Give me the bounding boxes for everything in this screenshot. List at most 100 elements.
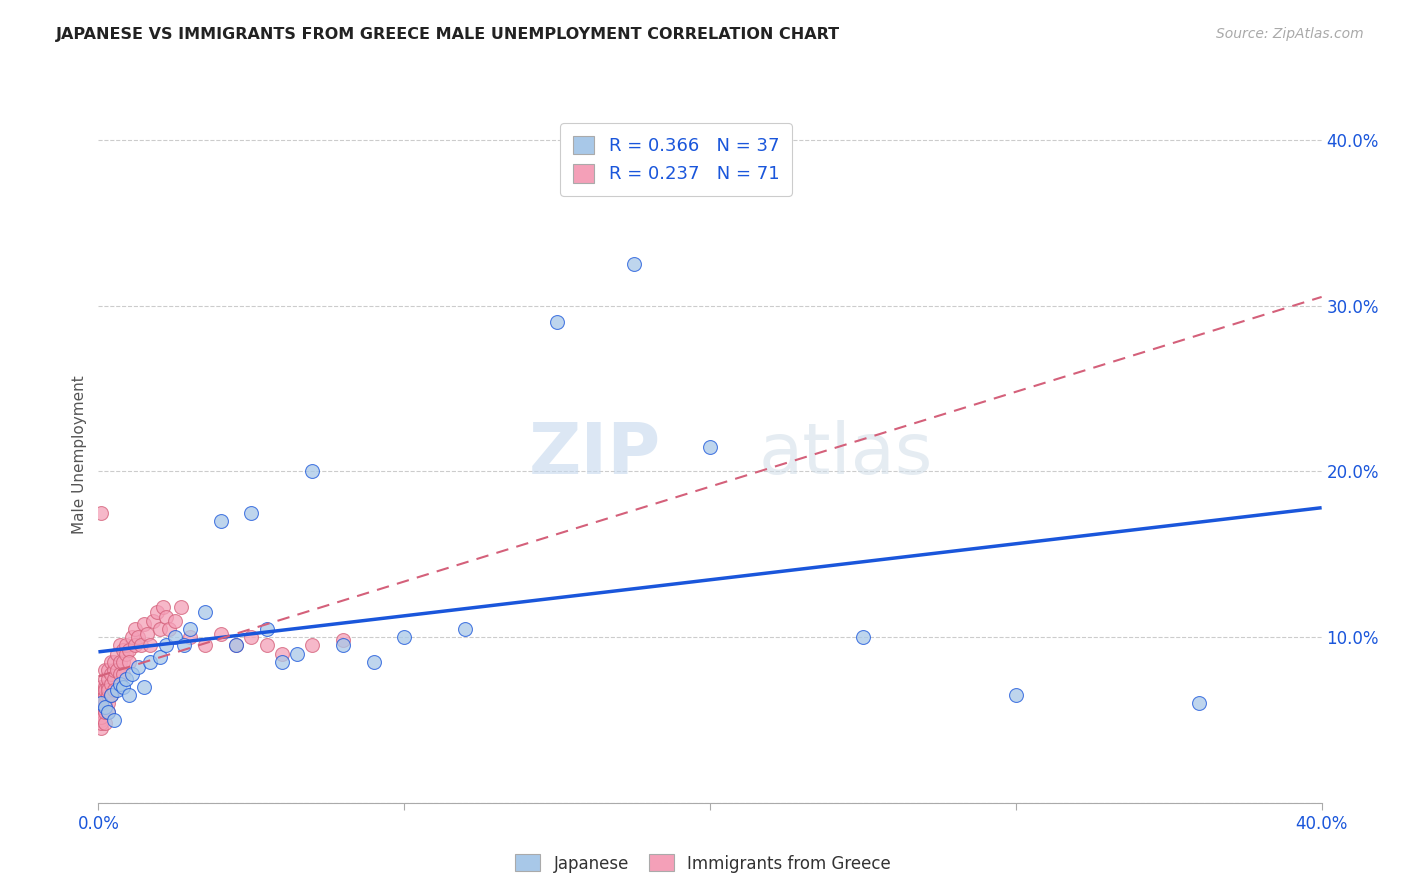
Point [270, 655, 292, 669]
Point [93, 680, 115, 694]
Point [103, 683, 125, 698]
Point [699, 440, 721, 454]
Point [209, 514, 232, 528]
Point [93, 699, 115, 714]
Point [90, 506, 112, 520]
Legend: Japanese, Immigrants from Greece: Japanese, Immigrants from Greece [509, 847, 897, 880]
Point [134, 680, 156, 694]
Point [332, 633, 354, 648]
Point [97, 680, 120, 694]
Point [285, 647, 308, 661]
Point [142, 614, 165, 628]
Point [90, 697, 112, 711]
Point [145, 605, 167, 619]
Point [108, 676, 131, 690]
Point [392, 630, 416, 644]
Point [93, 716, 115, 731]
Point [105, 683, 128, 698]
Point [105, 647, 128, 661]
Point [118, 643, 141, 657]
Point [623, 257, 645, 271]
Text: JAPANESE VS IMMIGRANTS FROM GREECE MALE UNEMPLOYMENT CORRELATION CHART: JAPANESE VS IMMIGRANTS FROM GREECE MALE … [56, 27, 841, 42]
Point [90, 716, 112, 731]
Point [127, 630, 149, 644]
Text: ZIP: ZIP [529, 420, 661, 490]
Point [136, 627, 159, 641]
Point [100, 688, 122, 702]
Point [139, 639, 162, 653]
Point [93, 697, 115, 711]
Point [546, 315, 568, 329]
Point [93, 672, 115, 686]
Point [90, 688, 112, 702]
Point [97, 705, 120, 719]
Point [332, 639, 354, 653]
Point [179, 630, 201, 644]
Point [127, 660, 149, 674]
Point [90, 697, 112, 711]
Point [111, 680, 134, 694]
Point [90, 721, 112, 735]
Point [155, 610, 177, 624]
Point [100, 688, 122, 702]
Point [97, 663, 120, 677]
Point [121, 666, 143, 681]
Point [108, 666, 131, 681]
Point [1188, 697, 1211, 711]
Point [363, 655, 385, 669]
Text: atlas: atlas [759, 420, 934, 490]
Point [105, 663, 128, 677]
Point [90, 693, 112, 707]
Point [97, 705, 120, 719]
Point [256, 622, 278, 636]
Point [179, 622, 201, 636]
Point [139, 655, 162, 669]
Point [124, 622, 146, 636]
Point [111, 643, 134, 657]
Point [173, 639, 195, 653]
Point [149, 650, 172, 665]
Point [225, 639, 247, 653]
Point [163, 630, 186, 644]
Point [256, 639, 278, 653]
Point [149, 622, 172, 636]
Point [1004, 688, 1026, 702]
Point [209, 627, 232, 641]
Point [301, 465, 323, 479]
Point [108, 639, 131, 653]
Point [118, 655, 141, 669]
Point [194, 605, 217, 619]
Point [93, 663, 115, 677]
Point [103, 663, 125, 677]
Point [90, 713, 112, 727]
Text: Source: ZipAtlas.com: Source: ZipAtlas.com [1216, 27, 1364, 41]
Point [111, 666, 134, 681]
Point [270, 647, 292, 661]
Point [157, 622, 180, 636]
Point [90, 680, 112, 694]
Point [115, 672, 138, 686]
Point [103, 672, 125, 686]
Point [97, 697, 120, 711]
Point [155, 639, 177, 653]
Point [194, 639, 217, 653]
Point [93, 705, 115, 719]
Point [90, 699, 112, 714]
Point [93, 688, 115, 702]
Point [301, 639, 323, 653]
Point [100, 655, 122, 669]
Point [225, 639, 247, 653]
Point [163, 614, 186, 628]
Y-axis label: Male Unemployment: Male Unemployment [72, 376, 87, 534]
Point [124, 639, 146, 653]
Point [115, 647, 138, 661]
Point [170, 600, 193, 615]
Point [100, 676, 122, 690]
Point [111, 655, 134, 669]
Point [240, 506, 263, 520]
Point [97, 672, 120, 686]
Point [852, 630, 875, 644]
Point [454, 622, 477, 636]
Point [134, 616, 156, 631]
Legend: R = 0.366   N = 37, R = 0.237   N = 71: R = 0.366 N = 37, R = 0.237 N = 71 [560, 123, 792, 196]
